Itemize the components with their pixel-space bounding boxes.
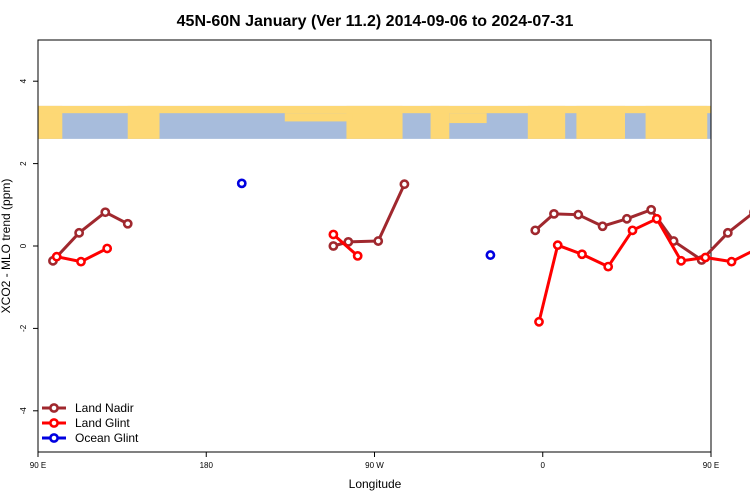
data-point — [651, 213, 662, 224]
data-point — [102, 243, 113, 254]
y-tick-label: 0 — [19, 243, 28, 248]
data-point — [74, 227, 85, 238]
world-map-band — [38, 105, 711, 139]
x-tick-label: 90 W — [365, 461, 384, 470]
map-land-alaska — [284, 113, 353, 122]
y-axis-label: XCO2 - MLO trend (ppm) — [0, 179, 13, 314]
plot-frame — [37, 39, 712, 453]
y-tick-label: 2 — [19, 161, 28, 166]
y-axis: -4 -2 0 2 4 — [19, 78, 38, 414]
legend-label: Ocean Glint — [75, 431, 139, 445]
legend-swatch-point — [49, 418, 59, 428]
data-point — [552, 240, 563, 251]
data-point — [399, 179, 410, 190]
data-point — [485, 250, 496, 260]
legend-label: Land Glint — [75, 416, 130, 430]
y-tick-label: 4 — [19, 78, 28, 83]
y-tick-label: -4 — [19, 407, 28, 415]
y-tick-label: -2 — [19, 324, 28, 332]
legend-swatch-point — [49, 433, 59, 443]
x-axis-label: Longitude — [349, 477, 402, 491]
series-line — [332, 183, 406, 248]
legend-swatch-point — [49, 403, 59, 413]
x-tick-label: 90 E — [30, 461, 46, 470]
map-land-3 — [430, 105, 450, 139]
data-point — [722, 227, 733, 238]
data-point — [51, 251, 62, 262]
map-land-labrador — [449, 113, 487, 124]
series-land-nadir — [48, 179, 750, 266]
data-point — [646, 204, 657, 215]
data-point — [573, 209, 584, 220]
series-line — [51, 210, 129, 262]
data-point — [122, 218, 133, 229]
data-point — [700, 252, 711, 263]
series-layer — [48, 178, 750, 327]
data-point — [627, 225, 638, 236]
data-point — [726, 256, 737, 267]
legend-label: Land Nadir — [75, 401, 134, 415]
data-point — [328, 229, 339, 240]
data-point — [621, 213, 632, 224]
data-point — [236, 178, 247, 189]
data-point — [373, 236, 384, 246]
series-line — [332, 233, 359, 258]
data-point — [603, 261, 614, 272]
series-line — [534, 208, 750, 262]
series-land-glint — [51, 213, 750, 327]
series-ocean-glint — [236, 178, 496, 260]
data-point — [352, 250, 363, 261]
series-line — [537, 217, 750, 323]
x-tick-label: 90 E — [703, 461, 719, 470]
data-point — [343, 236, 354, 247]
data-point — [328, 241, 339, 251]
data-point — [676, 255, 686, 266]
map-land-north — [38, 105, 711, 114]
data-point — [549, 208, 559, 219]
data-point — [577, 249, 587, 260]
x-tick-label: 180 — [200, 461, 214, 470]
data-point — [100, 207, 111, 218]
chart-title: 45N-60N January (Ver 11.2) 2014-09-06 to… — [177, 13, 574, 30]
x-tick-label: 0 — [541, 461, 546, 470]
data-point — [530, 225, 541, 236]
data-point — [76, 256, 86, 267]
data-point — [534, 316, 544, 327]
data-point — [597, 221, 608, 232]
